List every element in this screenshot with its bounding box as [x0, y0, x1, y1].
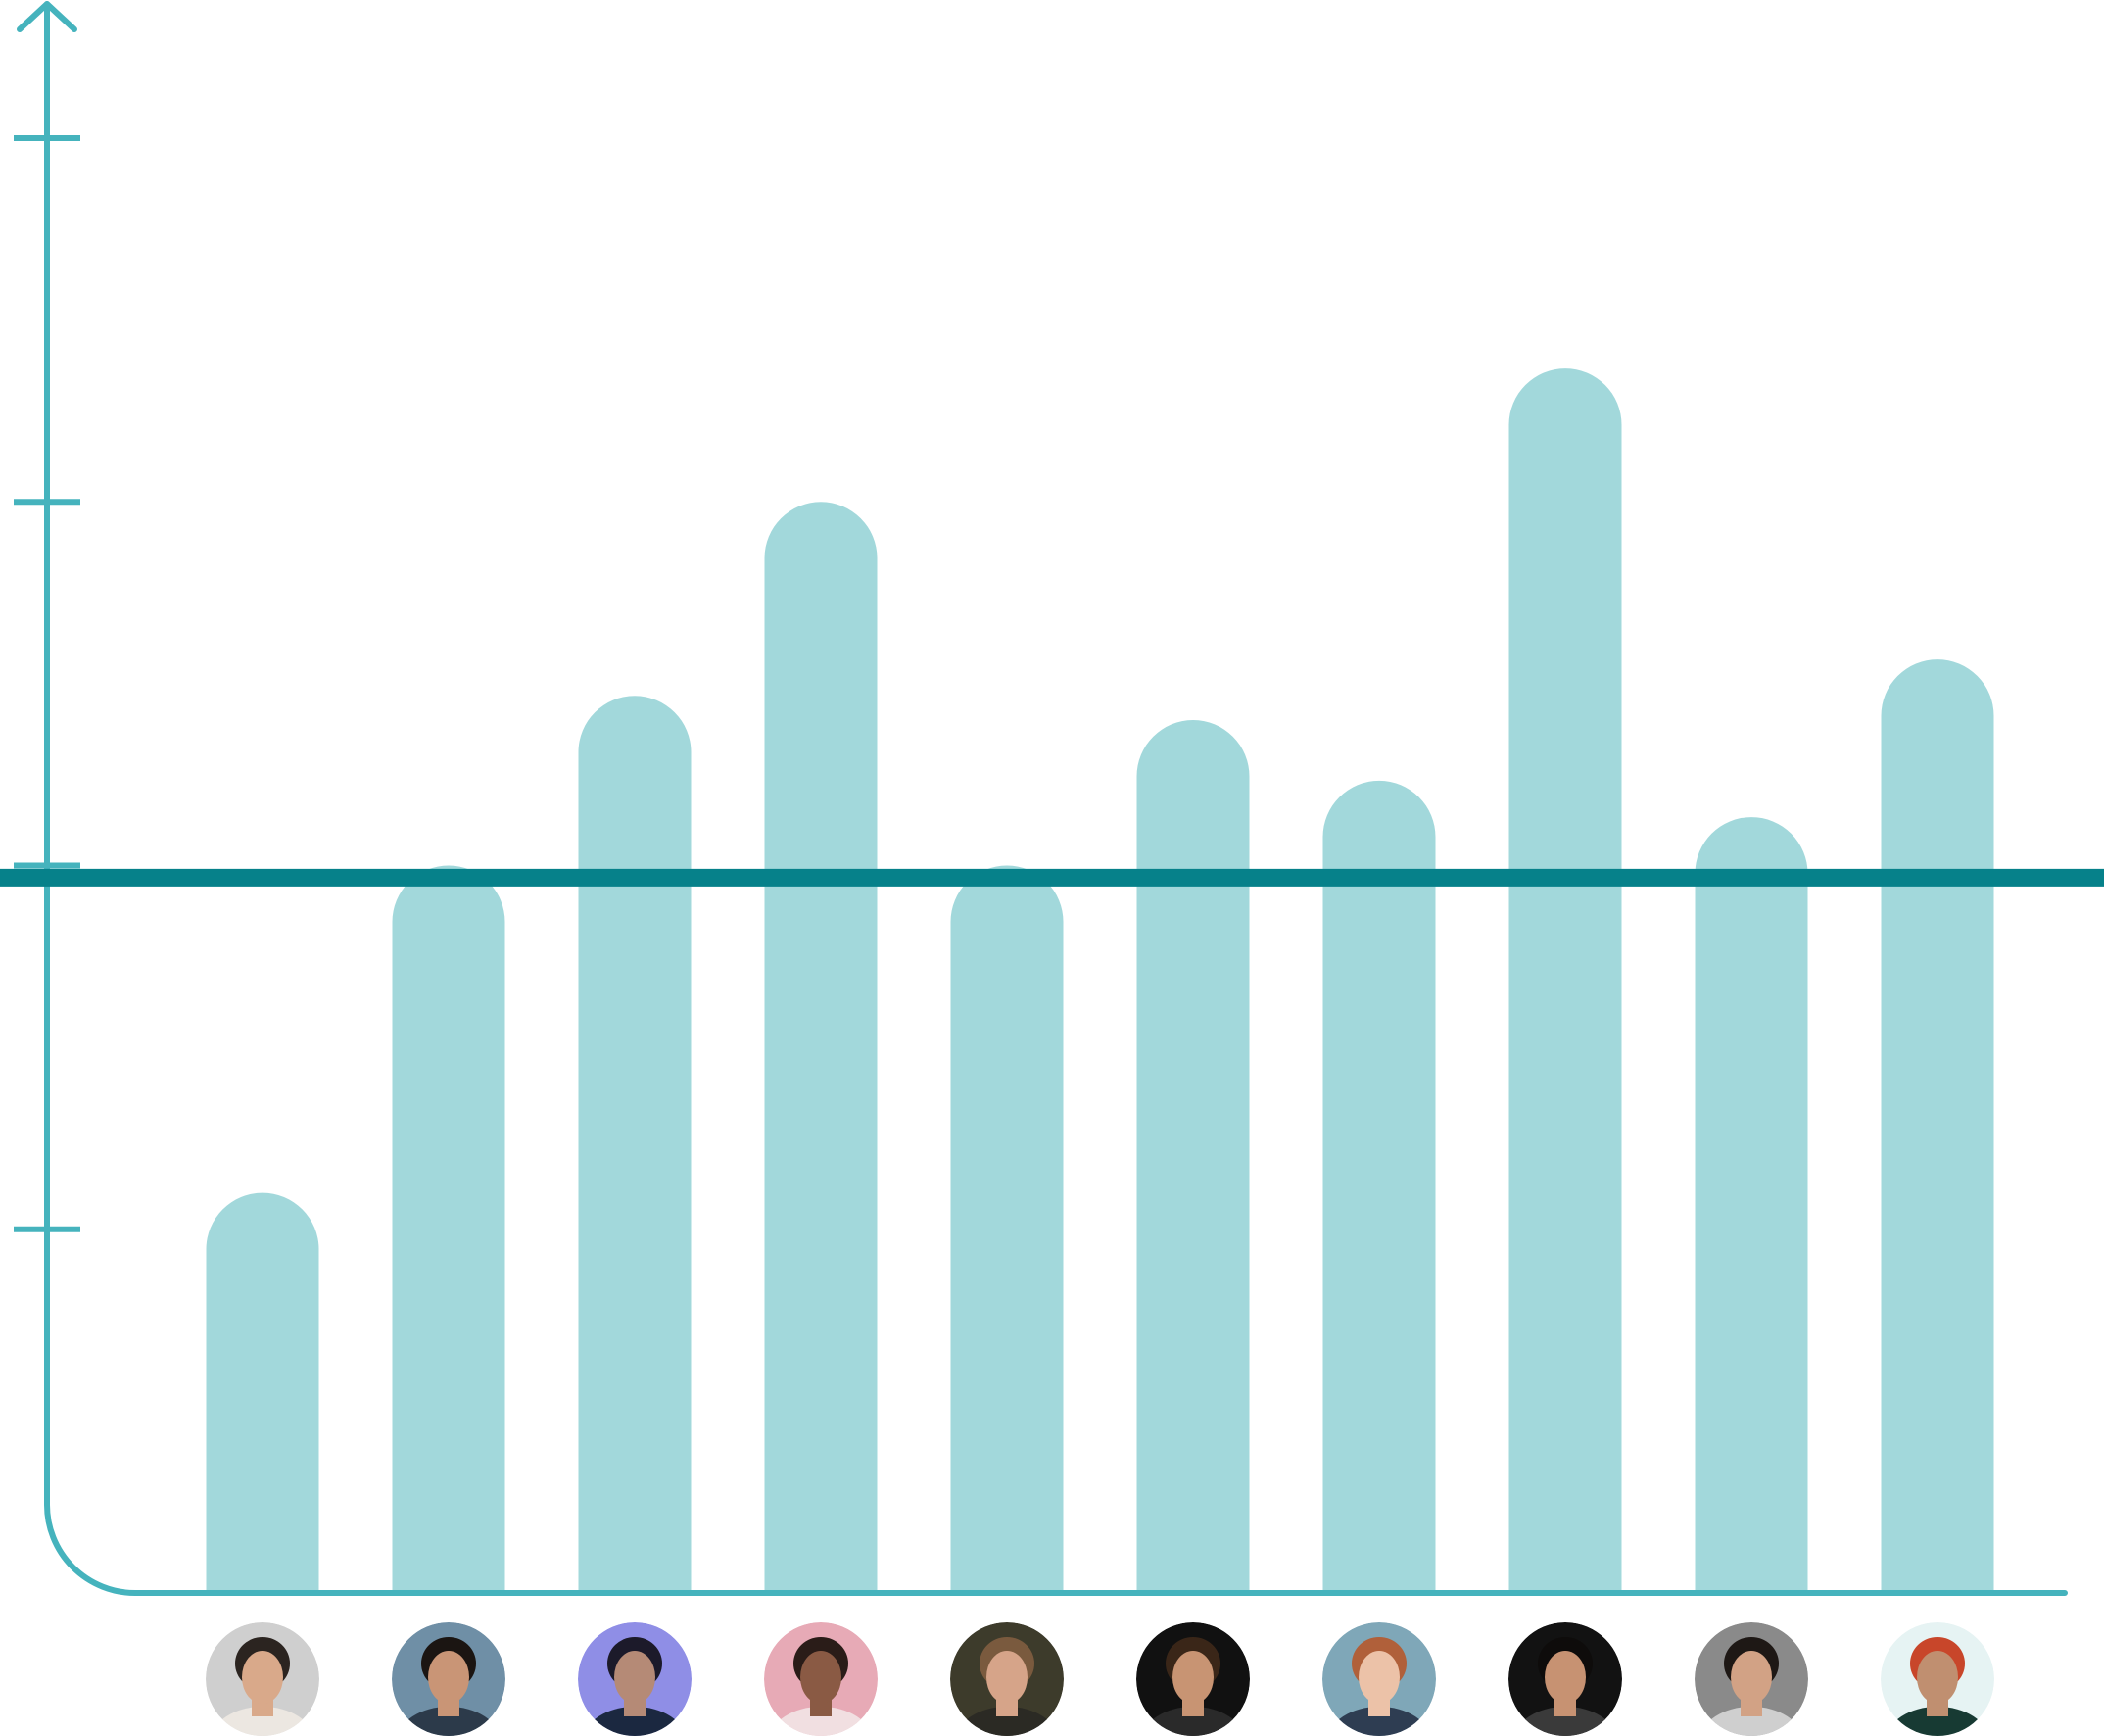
- avatar-face: [242, 1651, 283, 1704]
- avatar-face: [1545, 1651, 1586, 1704]
- bar-8: [1508, 368, 1622, 1593]
- avatar-shoulders: [1142, 1707, 1244, 1736]
- avatar-5: [950, 1622, 1064, 1736]
- avatar-portrait-icon: [1508, 1622, 1622, 1736]
- avatar-7: [1322, 1622, 1436, 1736]
- bar-10: [1881, 659, 1994, 1593]
- avatar-3: [578, 1622, 692, 1736]
- avatar-portrait-icon: [392, 1622, 505, 1736]
- avatar-portrait-icon: [1881, 1622, 1994, 1736]
- avatar-shoulders: [1887, 1707, 1988, 1736]
- y-axis-arrow: [17, 1, 77, 32]
- avatar-10: [1881, 1622, 1994, 1736]
- axis-line: [44, 1, 2068, 1596]
- avatar-shoulders: [1700, 1707, 1802, 1736]
- avatar-shoulders: [212, 1707, 313, 1736]
- avatar-face: [986, 1651, 1028, 1704]
- bar-3: [578, 696, 692, 1593]
- avatar-face: [1172, 1651, 1214, 1704]
- avatar-face: [428, 1651, 469, 1704]
- avatar-shoulders: [770, 1707, 872, 1736]
- bars-group: [206, 368, 1994, 1593]
- bar-2: [392, 865, 505, 1593]
- avatar-6: [1136, 1622, 1250, 1736]
- avatar-8: [1508, 1622, 1622, 1736]
- axes-group: [14, 1, 2068, 1596]
- bar-9: [1695, 817, 1808, 1593]
- avatar-shoulders: [584, 1707, 686, 1736]
- avatar-shoulders: [956, 1707, 1058, 1736]
- avatar-portrait-icon: [950, 1622, 1064, 1736]
- avatar-face: [800, 1651, 841, 1704]
- bar-7: [1322, 780, 1436, 1593]
- avatar-portrait-icon: [1136, 1622, 1250, 1736]
- avatar-shoulders: [398, 1707, 500, 1736]
- bar-4: [764, 502, 878, 1593]
- bar-5: [950, 865, 1064, 1593]
- avatar-1: [206, 1622, 319, 1736]
- avatar-portrait-icon: [764, 1622, 878, 1736]
- avatar-shoulders: [1514, 1707, 1616, 1736]
- avatar-face: [1731, 1651, 1772, 1704]
- avatar-portrait-icon: [206, 1622, 319, 1736]
- avatar-portrait-icon: [578, 1622, 692, 1736]
- avatar-face: [1359, 1651, 1400, 1704]
- avatar-2: [392, 1622, 505, 1736]
- avatar-portrait-icon: [1322, 1622, 1436, 1736]
- avatar-shoulders: [1328, 1707, 1430, 1736]
- avatar-4: [764, 1622, 878, 1736]
- avatar-face: [1917, 1651, 1958, 1704]
- avatar-portrait-icon: [1695, 1622, 1808, 1736]
- avatars-group: [206, 1622, 1994, 1736]
- avatar-9: [1695, 1622, 1808, 1736]
- avatar-face: [614, 1651, 655, 1704]
- bar-1: [206, 1192, 319, 1593]
- bar-6: [1136, 719, 1250, 1593]
